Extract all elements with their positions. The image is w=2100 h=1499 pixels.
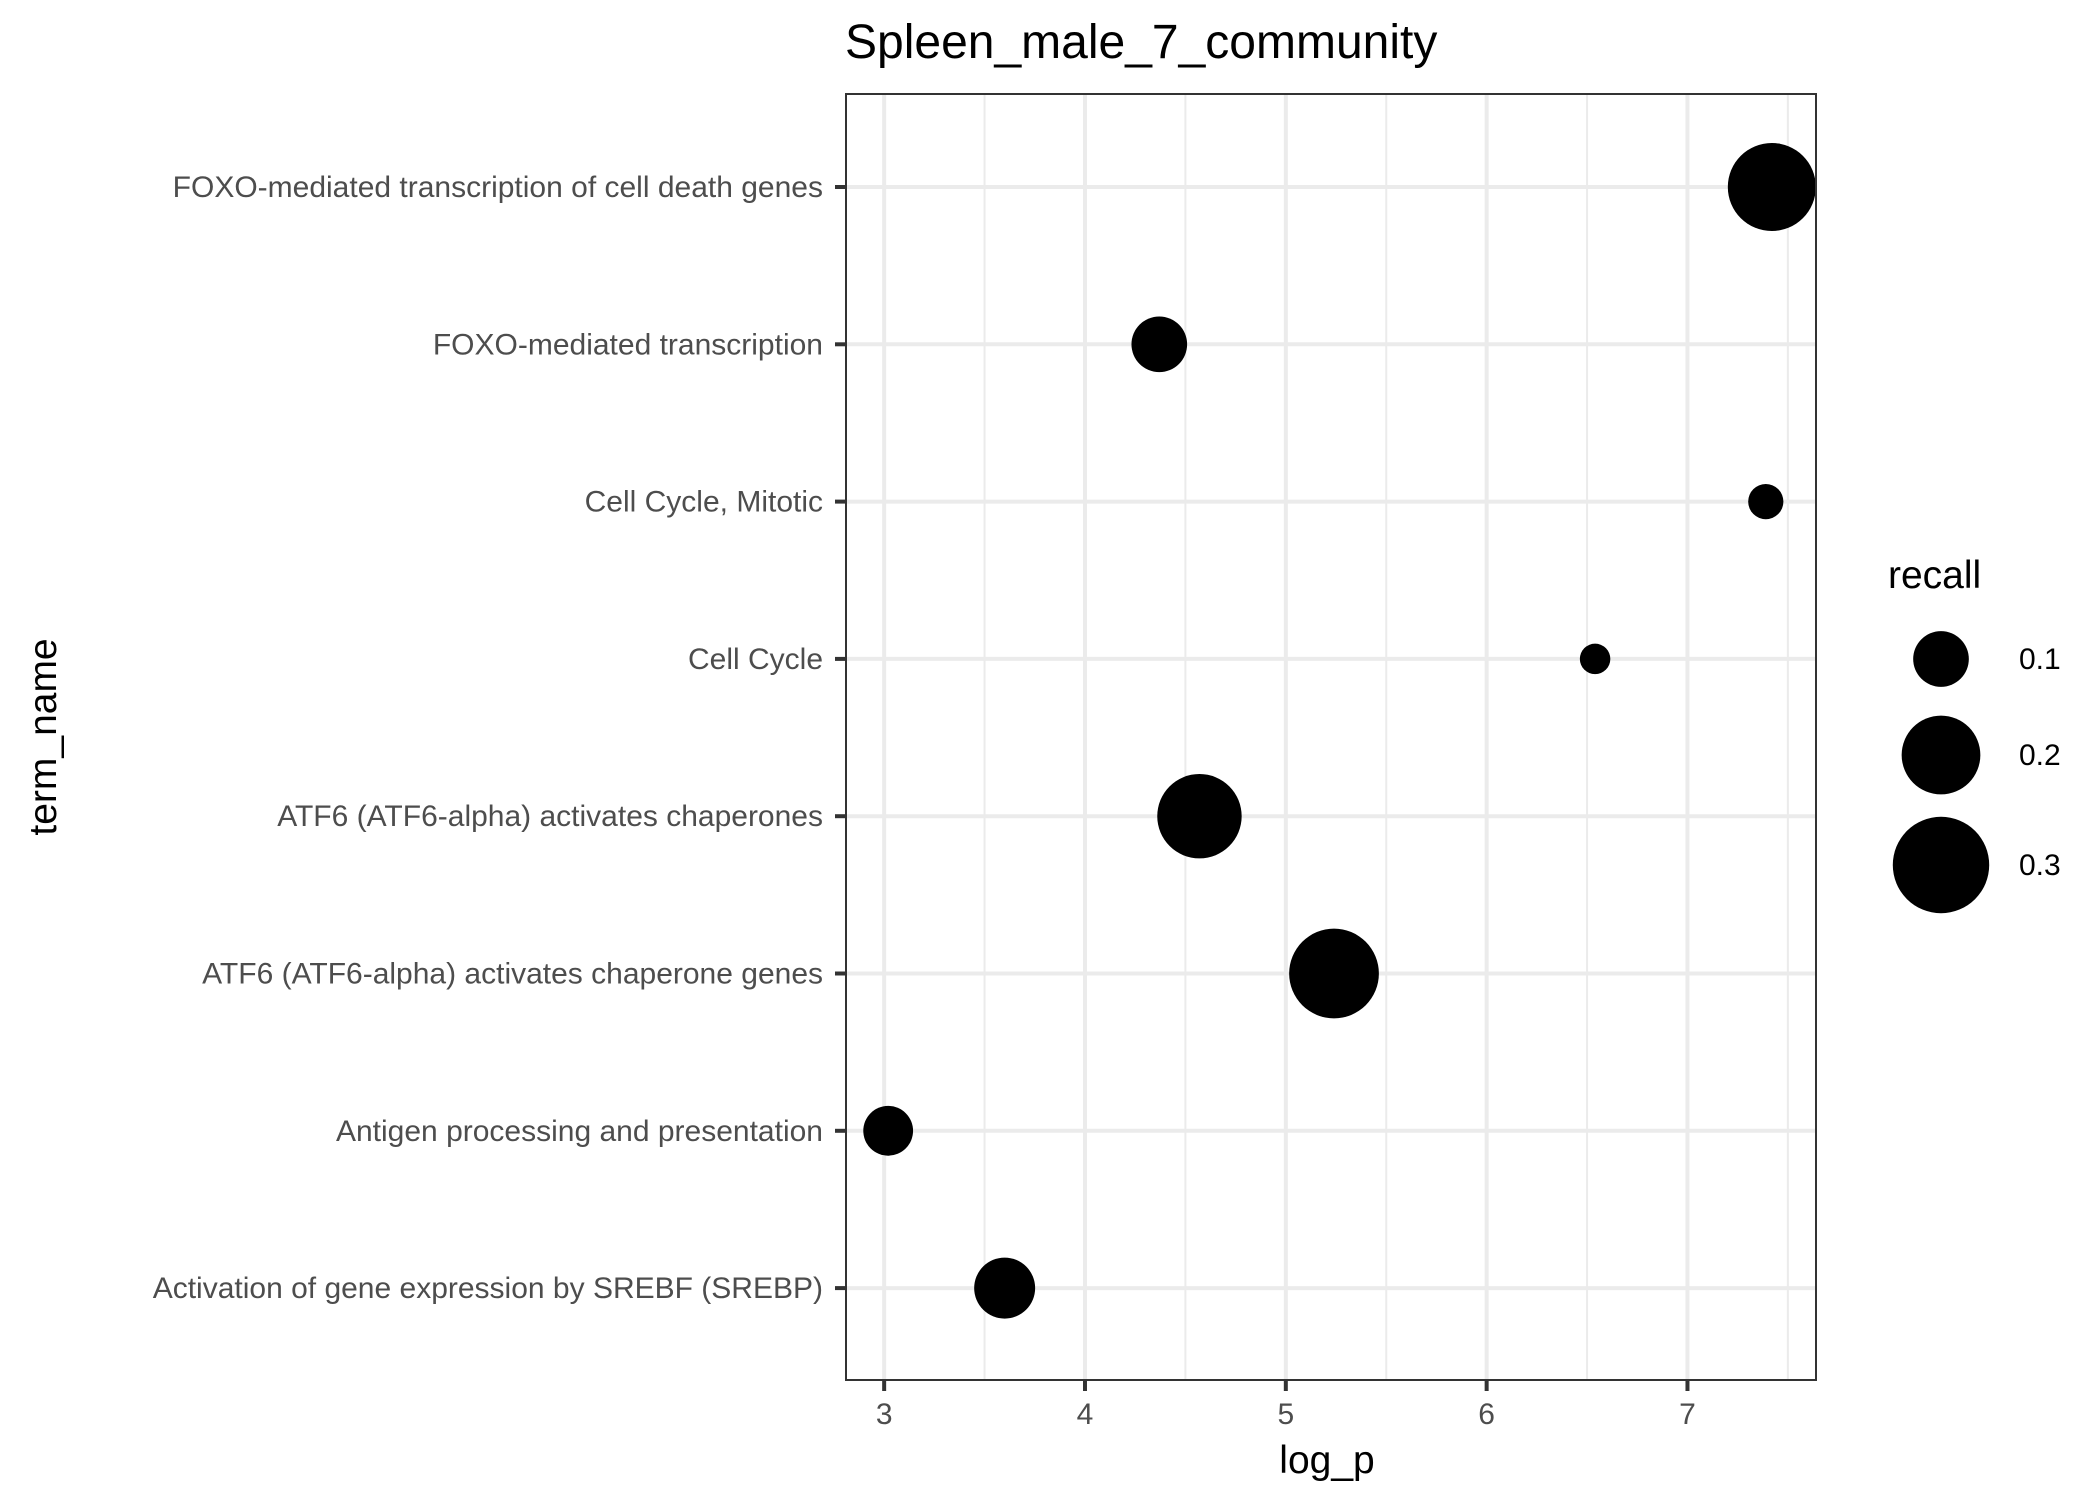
legend-title: recall bbox=[1888, 554, 1981, 597]
y-tick-label: ATF6 (ATF6-alpha) activates chaperones bbox=[277, 800, 823, 833]
data-point bbox=[1748, 484, 1784, 520]
y-tick-label: FOXO-mediated transcription bbox=[433, 328, 823, 361]
y-tick-label: Antigen processing and presentation bbox=[336, 1115, 823, 1148]
data-point bbox=[1289, 928, 1379, 1019]
major-x-gridlines bbox=[882, 94, 1690, 1380]
data-point bbox=[1579, 643, 1611, 675]
legend-key-dot bbox=[1913, 631, 1969, 687]
x-axis-title: log_p bbox=[1279, 1439, 1374, 1482]
y-axis-title: term_name bbox=[22, 638, 65, 835]
recall-legend: recall 0.1 0.2 0.3 bbox=[1888, 554, 2061, 914]
legend-key-dot bbox=[1892, 816, 1990, 914]
y-tick-label: Cell Cycle bbox=[688, 643, 823, 676]
x-tick-label: 7 bbox=[1679, 1398, 1696, 1431]
data-point bbox=[974, 1257, 1036, 1319]
y-tick-label: ATF6 (ATF6-alpha) activates chaperone ge… bbox=[202, 958, 823, 991]
legend-key-label: 0.3 bbox=[2019, 849, 2061, 882]
y-tick-label: Activation of gene expression by SREBF (… bbox=[153, 1272, 823, 1305]
legend-key-label: 0.2 bbox=[2019, 739, 2061, 772]
data-point bbox=[1157, 773, 1242, 859]
x-tick-label: 3 bbox=[876, 1398, 893, 1431]
legend-key-dot bbox=[1901, 715, 1981, 795]
x-tick-label: 6 bbox=[1478, 1398, 1495, 1431]
data-point bbox=[1727, 143, 1816, 231]
chart-title: Spleen_male_7_community bbox=[845, 16, 1437, 69]
minor-gridlines bbox=[983, 94, 1789, 1380]
legend-key-label: 0.1 bbox=[2019, 643, 2061, 676]
y-axis: FOXO-mediated transcription of cell deat… bbox=[153, 171, 846, 1305]
x-tick-label: 5 bbox=[1277, 1398, 1294, 1431]
data-point bbox=[863, 1105, 914, 1156]
data-point bbox=[1131, 316, 1188, 373]
x-axis: 3 4 5 6 7 bbox=[876, 1380, 1696, 1431]
x-tick-label: 4 bbox=[1077, 1398, 1094, 1431]
panel-border bbox=[845, 93, 1817, 1381]
y-tick-label: FOXO-mediated transcription of cell deat… bbox=[173, 171, 823, 204]
plot-panel bbox=[845, 93, 1817, 1381]
data-points bbox=[863, 143, 1816, 1319]
legend-keys: 0.1 0.2 0.3 bbox=[1892, 631, 2061, 914]
y-tick-label: Cell Cycle, Mitotic bbox=[585, 486, 823, 519]
